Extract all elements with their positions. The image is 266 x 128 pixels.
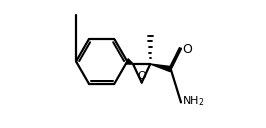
Text: NH$_2$: NH$_2$ [182,94,204,108]
Text: O: O [137,71,146,81]
Text: O: O [182,43,192,56]
Polygon shape [150,64,171,72]
